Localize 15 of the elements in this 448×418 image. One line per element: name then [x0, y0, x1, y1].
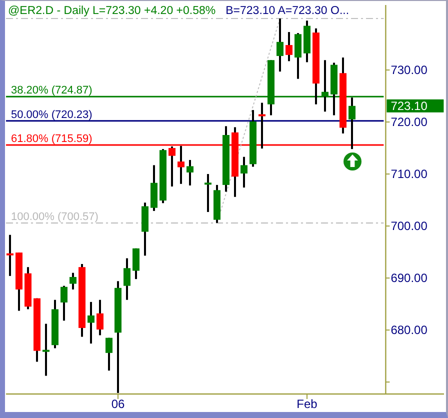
- y-tick-label: 680.00: [390, 323, 428, 338]
- chart-subtitle: B=723.10 A=723.30 O...: [226, 5, 350, 17]
- y-tick-label: 730.00: [390, 63, 428, 78]
- y-tick-label: 720.00: [390, 115, 428, 130]
- y-tick-label: 690.00: [390, 271, 428, 286]
- x-tick-label: Feb: [296, 397, 318, 411]
- ref-line-label: 50.00% (720.23): [11, 108, 92, 121]
- ref-line-label: 100.00% (700.57): [11, 211, 98, 224]
- ref-line-label: 61.80% (715.59): [11, 132, 92, 145]
- text: 723.10: [390, 99, 428, 114]
- y-tick-label: 710.00: [390, 167, 428, 182]
- y-tick-label: 700.00: [390, 219, 428, 234]
- x-tick-label: 06: [111, 397, 125, 411]
- ref-line-label: 38.20% (724.87): [11, 84, 92, 97]
- chart-title: @ER2.D - Daily L=723.30 +4.20 +0.58%: [8, 5, 216, 17]
